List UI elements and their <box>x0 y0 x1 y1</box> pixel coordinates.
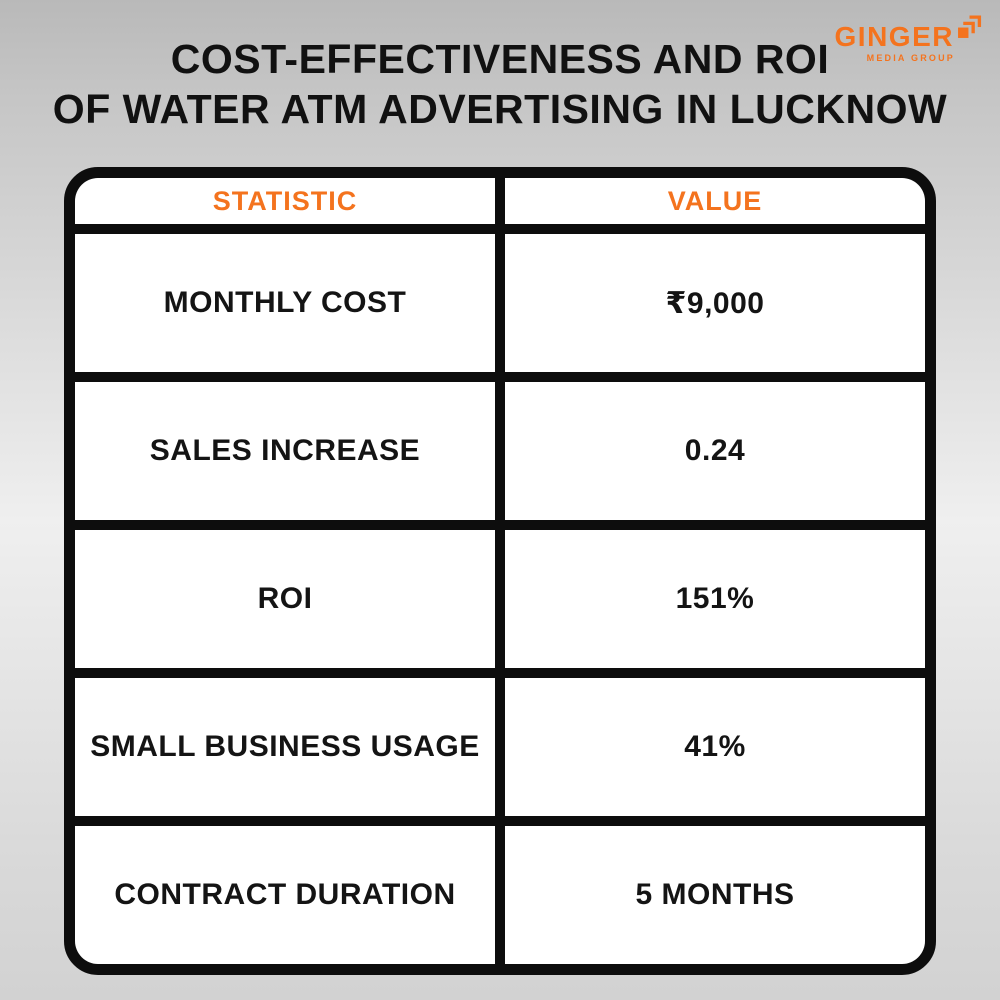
table-cell-value: 5 MONTHS <box>505 826 925 964</box>
table-cell-value: 151% <box>505 530 925 668</box>
page-title: COST-EFFECTIVENESS AND ROI OF WATER ATM … <box>0 34 1000 134</box>
table-cell-statistic: SALES INCREASE <box>75 382 495 520</box>
statistics-table: STATISTIC VALUE MONTHLY COST ₹9,000 SALE… <box>64 167 936 975</box>
nested-squares-icon <box>958 15 982 38</box>
ginger-media-group-logo: GINGER MEDIA GROUP <box>835 14 982 63</box>
column-header-value: VALUE <box>505 178 925 224</box>
logo-row: GINGER <box>835 14 982 52</box>
page-title-line1: COST-EFFECTIVENESS AND ROI <box>170 36 830 82</box>
column-header-statistic: STATISTIC <box>75 178 495 224</box>
page-title-line2: OF WATER ATM ADVERTISING IN LUCKNOW <box>52 86 948 132</box>
table-cell-statistic: ROI <box>75 530 495 668</box>
logo-subtitle: MEDIA GROUP <box>866 53 955 63</box>
table-cell-value: 0.24 <box>505 382 925 520</box>
table-cell-value: ₹9,000 <box>505 234 925 372</box>
table-cell-statistic: CONTRACT DURATION <box>75 826 495 964</box>
table-cell-statistic: SMALL BUSINESS USAGE <box>75 678 495 816</box>
table-cell-value: 41% <box>505 678 925 816</box>
logo-wordmark: GINGER <box>834 21 954 52</box>
table-cell-statistic: MONTHLY COST <box>75 234 495 372</box>
